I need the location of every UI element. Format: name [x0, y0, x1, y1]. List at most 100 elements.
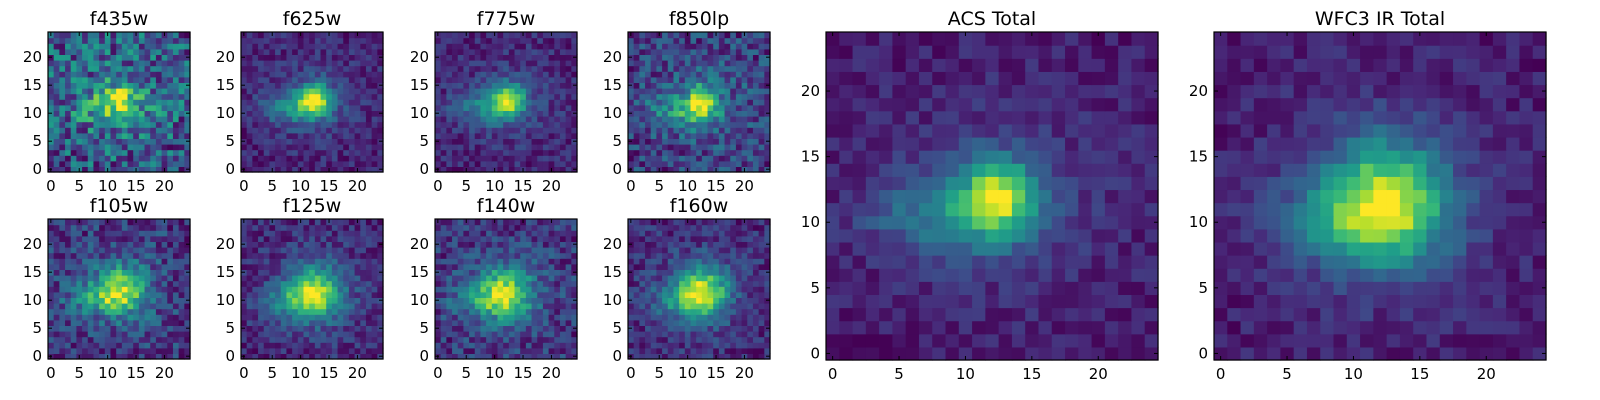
- pixel-cell: [730, 54, 737, 61]
- pixel-cell: [554, 48, 561, 55]
- pixel-cell: [548, 275, 555, 282]
- pixel-cell: [446, 144, 453, 151]
- pixel-cell: [314, 60, 322, 67]
- pixel-cell: [53, 104, 60, 111]
- pixel-cell: [53, 121, 60, 128]
- pixel-cell: [628, 308, 635, 315]
- pixel-cell: [474, 325, 482, 332]
- pixel-cell: [452, 93, 459, 100]
- pixel-cell: [104, 121, 112, 128]
- pixel-cell: [241, 263, 248, 270]
- pixel-cell: [542, 160, 550, 167]
- pixel-cell: [667, 269, 675, 276]
- pixel-cell: [309, 269, 316, 276]
- pixel-cell: [633, 308, 640, 315]
- pixel-cell: [525, 319, 533, 326]
- pixel-cell: [320, 286, 327, 293]
- pixel-cell: [331, 297, 339, 304]
- pixel-cell: [155, 32, 163, 39]
- pixel-cell: [87, 166, 95, 173]
- pixel-cell: [127, 138, 134, 145]
- pixel-cell: [735, 160, 743, 167]
- pixel-cell: [263, 138, 270, 145]
- pixel-cell: [150, 99, 157, 106]
- pixel-cell: [497, 269, 504, 276]
- pixel-cell: [707, 121, 714, 128]
- x-tick-label: 0: [433, 364, 443, 382]
- pixel-cell: [252, 303, 259, 310]
- pixel-cell: [70, 121, 77, 128]
- pixel-cell: [70, 43, 77, 50]
- pixel-cell: [371, 219, 378, 226]
- pixel-cell: [263, 48, 270, 55]
- pixel-cell: [469, 48, 476, 55]
- pixel-cell: [707, 314, 714, 321]
- pixel-cell: [452, 155, 459, 162]
- pixel-cell: [110, 48, 117, 55]
- pixel-cell: [76, 252, 83, 259]
- pixel-cell: [144, 82, 151, 89]
- pixel-cell: [116, 319, 123, 326]
- pixel-cell: [59, 110, 66, 117]
- pixel-cell: [713, 347, 720, 354]
- pixel-cell: [565, 43, 572, 50]
- pixel-cell: [104, 247, 112, 254]
- pixel-cell: [93, 325, 100, 332]
- pixel-cell: [679, 116, 686, 123]
- pixel-cell: [303, 353, 310, 360]
- pixel-cell: [150, 160, 157, 167]
- pixel-cell: [474, 230, 482, 237]
- pixel-cell: [82, 144, 89, 151]
- pixel-cell: [537, 37, 544, 44]
- pixel-cell: [337, 263, 344, 270]
- pixel-cell: [93, 155, 100, 162]
- pixel-cell: [554, 247, 561, 254]
- pixel-cell: [133, 37, 140, 44]
- pixel-cell: [435, 104, 442, 111]
- pixel-cell: [469, 127, 476, 134]
- pixel-cell: [707, 149, 714, 156]
- pixel-cell: [331, 263, 339, 270]
- pixel-cell: [474, 275, 482, 282]
- pixel-cell: [275, 37, 282, 44]
- pixel-cell: [241, 224, 248, 231]
- pixel-cell: [133, 54, 140, 61]
- pixel-cell: [696, 127, 703, 134]
- pixel-cell: [150, 144, 157, 151]
- pixel-cell: [172, 121, 180, 128]
- pixel-cell: [440, 303, 447, 310]
- pixel-cell: [161, 138, 168, 145]
- pixel-cell: [525, 104, 533, 111]
- pixel-cell: [48, 247, 55, 254]
- pixel-cell: [326, 325, 333, 332]
- pixel-cell: [127, 71, 134, 78]
- pixel-cell: [735, 65, 743, 72]
- pixel-cell: [520, 303, 527, 310]
- pixel-cell: [269, 93, 276, 100]
- pixel-cell: [167, 336, 174, 343]
- pixel-cell: [696, 43, 703, 50]
- pixel-cell: [440, 110, 447, 117]
- pixel-cell: [138, 291, 146, 298]
- pixel-cell: [645, 297, 652, 304]
- pixel-cell: [571, 275, 578, 282]
- pixel-cell: [747, 104, 754, 111]
- pixel-cell: [525, 60, 533, 67]
- pixel-cell: [314, 342, 322, 349]
- pixel-cell: [463, 319, 470, 326]
- pixel-cell: [138, 127, 146, 134]
- pixel-cell: [645, 76, 652, 83]
- pixel-cell: [99, 160, 106, 167]
- pixel-cell: [59, 166, 66, 173]
- pixel-cell: [167, 132, 174, 139]
- pixel-cell: [331, 224, 339, 231]
- pixel-cell: [246, 342, 253, 349]
- pixel-cell: [684, 280, 692, 287]
- pixel-cell: [474, 241, 482, 248]
- pixel-cell: [656, 308, 663, 315]
- pixel-cell: [730, 155, 737, 162]
- pixel-cell: [314, 138, 322, 145]
- pixel-cell: [747, 82, 754, 89]
- pixel-cell: [127, 347, 134, 354]
- pixel-cell: [457, 247, 464, 254]
